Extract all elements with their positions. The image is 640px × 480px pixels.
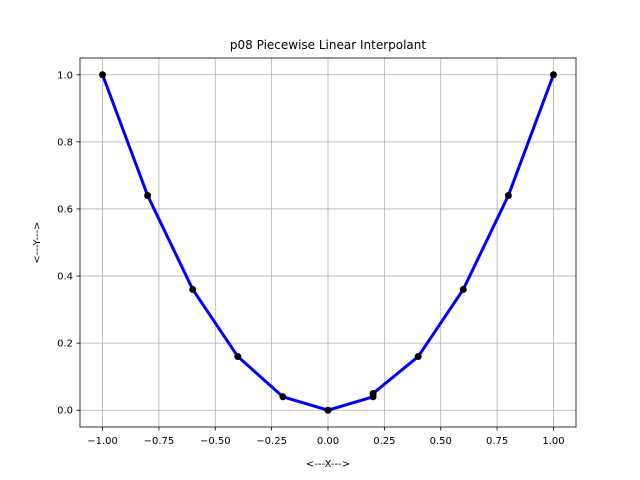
data-point — [279, 393, 287, 401]
y-axis-ticks: 0.0 0.2 0.4 0.6 0.8 1.0 — [57, 70, 80, 417]
x-axis-label: <---X---> — [306, 459, 350, 470]
series-markers — [99, 71, 557, 414]
y-tick-label: 0.4 — [57, 272, 73, 283]
data-point — [324, 406, 332, 414]
data-point — [99, 71, 107, 79]
x-tick-label: 1.00 — [542, 436, 564, 447]
chart-title: p08 Piecewise Linear Interpolant — [230, 38, 426, 52]
series-line — [101, 73, 555, 412]
x-tick-label: −1.00 — [87, 436, 118, 447]
data-point — [459, 285, 467, 293]
x-tick-label: 0.75 — [486, 436, 508, 447]
data-point — [144, 192, 152, 200]
x-tick-label: −0.75 — [144, 436, 175, 447]
data-point — [549, 71, 557, 79]
y-tick-label: 0.2 — [57, 339, 73, 350]
y-tick-label: 1.0 — [57, 70, 73, 81]
x-tick-label: 0.25 — [373, 436, 395, 447]
x-tick-label: −0.25 — [256, 436, 287, 447]
y-axis-label: <---Y---> — [32, 221, 43, 263]
data-point — [414, 353, 422, 361]
x-tick-label: −0.50 — [200, 436, 231, 447]
y-tick-label: 0.6 — [57, 204, 73, 215]
x-axis-ticks: −1.00 −0.75 −0.50 −0.25 0.00 0.25 0.50 0.75 1.00 — [87, 427, 565, 447]
x-tick-label: 0.00 — [317, 436, 339, 447]
y-tick-label: 0.8 — [57, 137, 73, 148]
data-point — [504, 192, 512, 200]
x-tick-label: 0.50 — [430, 436, 452, 447]
series-lines — [101, 73, 555, 412]
y-tick-label: 0.0 — [57, 406, 73, 417]
data-point — [234, 353, 242, 361]
data-point — [189, 285, 197, 293]
data-point — [369, 389, 377, 397]
